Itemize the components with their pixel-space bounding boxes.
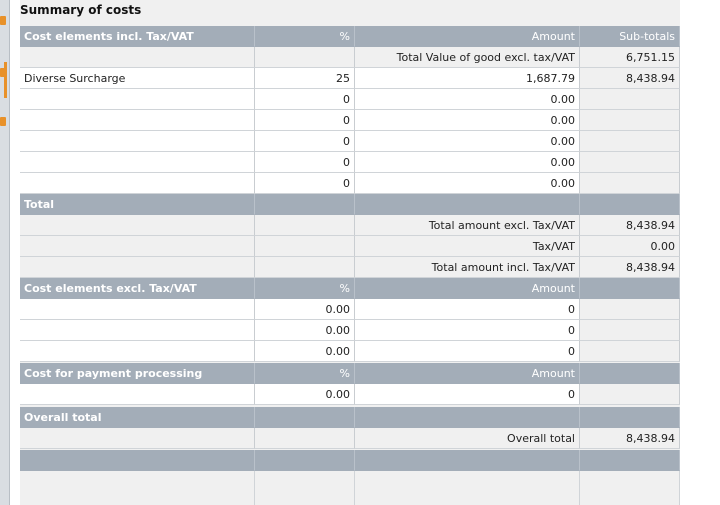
table-cell: 0 — [355, 384, 580, 405]
table-cell — [20, 110, 255, 131]
table-cell — [580, 299, 680, 320]
table-cell — [20, 131, 255, 152]
table-cell — [20, 47, 255, 68]
table-cell — [20, 428, 255, 449]
column-header: % — [255, 26, 355, 47]
empty-row — [580, 450, 680, 471]
table-cell — [580, 320, 680, 341]
column-header: Cost elements excl. Tax/VAT — [20, 278, 255, 299]
table-cell — [580, 152, 680, 173]
table-cell — [20, 89, 255, 110]
table-cell: 0.00 — [355, 152, 580, 173]
table-cell — [20, 341, 255, 362]
column-line — [254, 471, 255, 505]
table-cell: 0 — [355, 299, 580, 320]
table-cell: Total Value of good excl. tax/VAT — [355, 47, 580, 68]
column-header: Overall total — [20, 407, 255, 428]
column-line — [579, 471, 580, 505]
table-cell: Overall total — [355, 428, 580, 449]
column-header: Amount — [355, 278, 580, 299]
column-header: Cost for payment processing — [20, 363, 255, 384]
column-header — [580, 194, 680, 215]
column-header — [255, 407, 355, 428]
cost-table: Cost elements incl. Tax/VAT% Amount Sub-to… — [20, 0, 680, 505]
table-cell — [580, 173, 680, 194]
side-icon — [0, 68, 6, 77]
column-header: Sub-totals — [580, 26, 680, 47]
page-title: Summary of costs — [20, 3, 142, 17]
empty-row — [355, 450, 580, 471]
empty-row — [20, 450, 255, 471]
table-cell: 0.00 — [355, 131, 580, 152]
table-cell — [255, 428, 355, 449]
table-cell: 0 — [255, 173, 355, 194]
column-line — [679, 471, 680, 505]
table-cell: 0 — [255, 110, 355, 131]
table-cell — [20, 173, 255, 194]
table-cell: 8,438.94 — [580, 68, 680, 89]
column-header: % — [255, 278, 355, 299]
table-cell: Total amount excl. Tax/VAT — [355, 215, 580, 236]
table-cell: 8,438.94 — [580, 257, 680, 278]
side-icon — [0, 117, 6, 126]
column-header — [580, 363, 680, 384]
table-cell: 0.00 — [255, 320, 355, 341]
table-cell — [580, 384, 680, 405]
column-header: Amount — [355, 26, 580, 47]
side-marker — [4, 62, 7, 98]
table-cell — [255, 47, 355, 68]
table-cell — [20, 215, 255, 236]
column-header — [255, 194, 355, 215]
table-cell — [20, 384, 255, 405]
table-cell — [255, 257, 355, 278]
table-cell: 8,438.94 — [580, 428, 680, 449]
side-icon — [0, 16, 6, 25]
panel: Cost elements incl. Tax/VAT% Amount Sub-to… — [10, 0, 720, 505]
column-header: Total — [20, 194, 255, 215]
side-strip — [0, 0, 10, 505]
table-cell: 0.00 — [355, 173, 580, 194]
column-header — [355, 194, 580, 215]
table-cell: 0 — [255, 131, 355, 152]
column-line — [354, 471, 355, 505]
table-cell — [20, 257, 255, 278]
column-header — [355, 407, 580, 428]
empty-row — [255, 450, 355, 471]
table-cell — [255, 215, 355, 236]
table-cell: Tax/VAT — [355, 236, 580, 257]
table-cell — [580, 341, 680, 362]
table-cell: 8,438.94 — [580, 215, 680, 236]
table-cell — [20, 236, 255, 257]
table-cell — [580, 110, 680, 131]
table-cell: 0.00 — [255, 384, 355, 405]
column-header: Cost elements incl. Tax/VAT — [20, 26, 255, 47]
table-cell — [20, 320, 255, 341]
table-cell — [580, 131, 680, 152]
column-header: Amount — [355, 363, 580, 384]
table-cell — [580, 89, 680, 110]
table-cell: Total amount incl. Tax/VAT — [355, 257, 580, 278]
table-cell — [20, 299, 255, 320]
table-cell: 6,751.15 — [580, 47, 680, 68]
table-cell: 0.00 — [580, 236, 680, 257]
table-cell: 1,687.79 — [355, 68, 580, 89]
table-cell: 0 — [255, 152, 355, 173]
table-cell: 0.00 — [255, 341, 355, 362]
column-header — [580, 407, 680, 428]
table-cell: 25 — [255, 68, 355, 89]
table-cell: Diverse Surcharge — [20, 68, 255, 89]
table-cell: 0.00 — [355, 89, 580, 110]
table-cell: 0.00 — [355, 110, 580, 131]
table-cell: 0 — [255, 89, 355, 110]
table-cell: 0.00 — [255, 299, 355, 320]
table-cell — [20, 152, 255, 173]
table-cell — [255, 236, 355, 257]
table-cell: 0 — [355, 320, 580, 341]
table-cell: 0 — [355, 341, 580, 362]
column-header: % — [255, 363, 355, 384]
column-header — [580, 278, 680, 299]
